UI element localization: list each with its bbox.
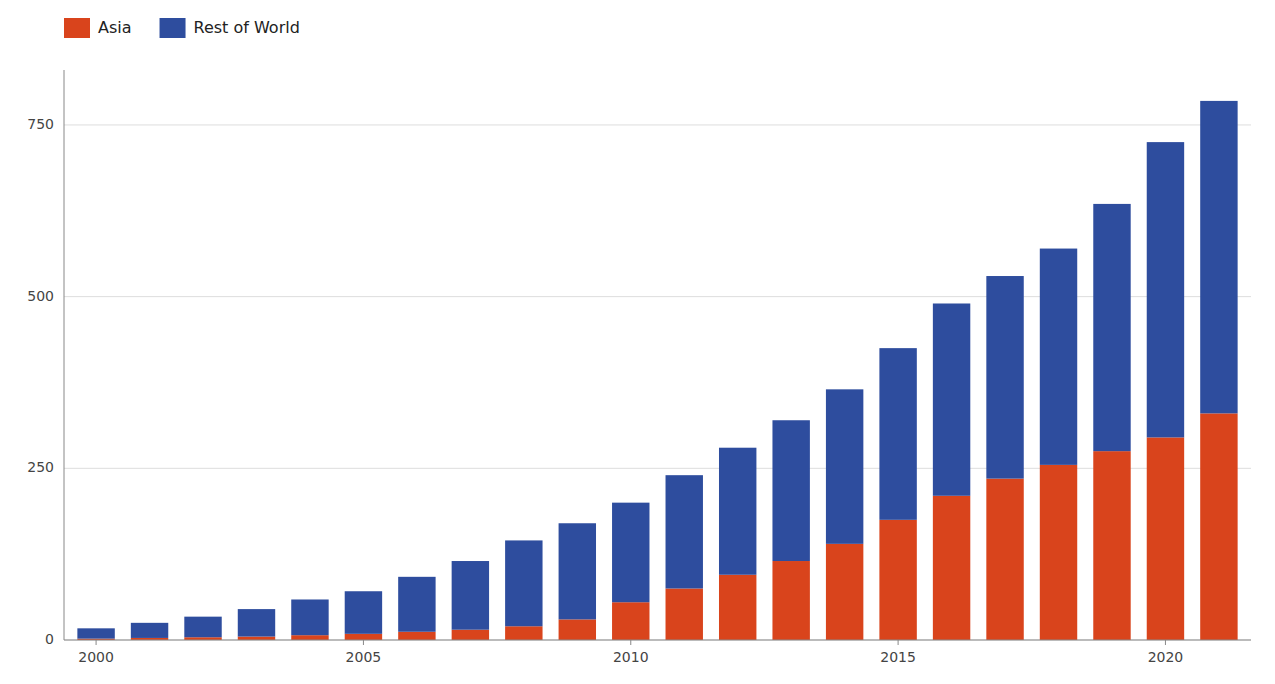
bar xyxy=(612,602,649,640)
bar xyxy=(345,634,382,640)
bar xyxy=(986,479,1023,640)
grid-line xyxy=(64,124,1251,125)
bar xyxy=(612,503,649,603)
bar xyxy=(238,609,275,636)
y-tick-label: 0 xyxy=(45,631,54,647)
bar xyxy=(238,637,275,640)
grid-line xyxy=(64,640,1251,641)
x-tick xyxy=(96,640,97,645)
y-tick-label: 750 xyxy=(27,116,54,132)
bar xyxy=(1093,451,1130,640)
y-tick-label: 500 xyxy=(27,288,54,304)
x-tick xyxy=(630,640,631,645)
legend-label: Asia xyxy=(98,18,132,37)
bar xyxy=(1093,204,1130,451)
legend-label: Rest of World xyxy=(194,18,300,37)
legend-swatch xyxy=(160,18,186,38)
bar xyxy=(1040,249,1077,465)
y-tick-label: 250 xyxy=(27,459,54,475)
bar xyxy=(933,303,970,495)
bar xyxy=(184,617,221,638)
bar xyxy=(666,588,703,640)
x-tick xyxy=(363,640,364,645)
bar xyxy=(559,619,596,640)
bar xyxy=(1040,465,1077,640)
bar xyxy=(398,632,435,640)
chart: 0 250 500 750 2000 2005 2010 2015 2020 Asia Rest o… xyxy=(0,0,1275,684)
bar xyxy=(131,623,168,638)
bar xyxy=(826,389,863,544)
bar xyxy=(452,561,489,630)
bar xyxy=(398,577,435,632)
bar xyxy=(77,628,114,638)
bar xyxy=(1147,142,1184,437)
x-tick xyxy=(898,640,899,645)
bar xyxy=(826,544,863,640)
bar xyxy=(1200,413,1237,640)
x-tick-label: 2010 xyxy=(613,649,649,665)
bars xyxy=(77,101,1237,640)
bar xyxy=(505,626,542,640)
bar xyxy=(505,540,542,626)
bar xyxy=(345,591,382,634)
x-tick-label: 2005 xyxy=(346,649,382,665)
legend-item: Asia xyxy=(64,18,132,39)
x-tick-label: 2020 xyxy=(1148,649,1184,665)
bar xyxy=(291,599,328,635)
x-tick xyxy=(1165,640,1166,645)
bar xyxy=(452,630,489,640)
x-tick-label: 2015 xyxy=(880,649,916,665)
y-grid xyxy=(64,125,1251,640)
legend-item: Rest of World xyxy=(160,18,300,39)
bar xyxy=(666,475,703,588)
y-axis-line xyxy=(64,70,65,640)
legend: Asia Rest of World xyxy=(64,18,300,39)
x-tick-label: 2000 xyxy=(78,649,114,665)
bar xyxy=(719,448,756,575)
x-axis-line xyxy=(64,640,1251,641)
bar xyxy=(559,523,596,619)
bar xyxy=(933,496,970,640)
bar xyxy=(1147,437,1184,640)
chart-container: 0 250 500 750 2000 2005 2010 2015 2020 Asia Rest o… xyxy=(0,0,1275,684)
series-bars xyxy=(77,101,1237,639)
legend-swatch xyxy=(64,18,90,38)
bar xyxy=(1200,101,1237,413)
bar xyxy=(986,276,1023,479)
bar xyxy=(772,561,809,640)
bar xyxy=(772,420,809,561)
bar xyxy=(879,520,916,640)
bar xyxy=(291,635,328,640)
bar xyxy=(719,575,756,640)
bar xyxy=(879,348,916,520)
